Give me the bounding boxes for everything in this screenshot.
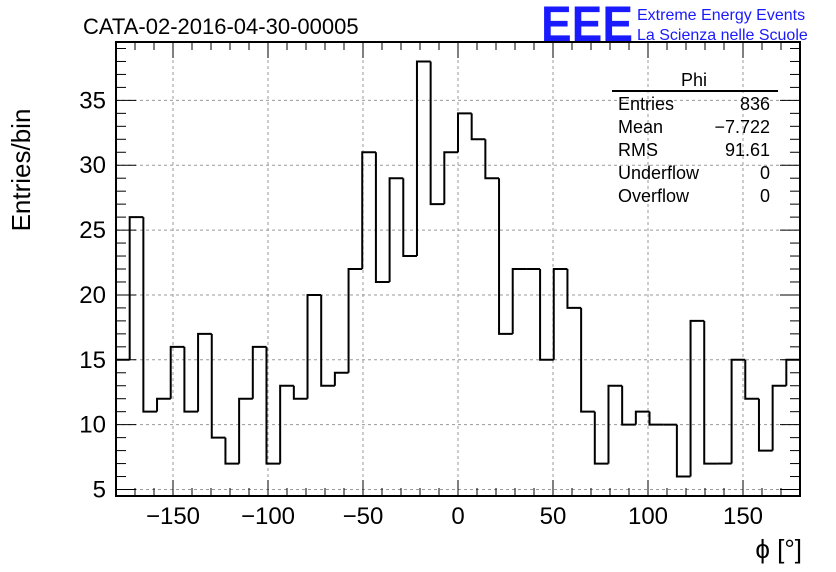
tick-label-layer: −150 −100 −50 0 50 100 150 5 10 15 20 25 30 35: [79, 87, 763, 530]
x-tick-label: 150: [723, 503, 763, 530]
eee-logo: EEE Extreme Energy Events La Scienza nel…: [541, 0, 808, 52]
histogram-bin: [169, 345, 185, 399]
y-tick-label: 30: [79, 152, 106, 179]
histogram-bin: [292, 385, 308, 400]
histogram-bin: [197, 332, 212, 412]
histogram-bin: [238, 397, 253, 464]
histogram-bin: [183, 346, 199, 413]
histogram-bin: [443, 151, 458, 205]
histogram-bin: [279, 384, 294, 464]
stats-title: Phi: [681, 70, 707, 90]
eee-logo-mark: EEE: [541, 0, 633, 52]
histogram-bin: [251, 345, 267, 399]
histogram-bin: [128, 216, 144, 360]
histogram-bin: [607, 384, 623, 464]
histogram-bin: [306, 293, 322, 399]
y-tick-label: 15: [79, 347, 106, 374]
histogram-bin: [224, 437, 240, 465]
y-tick-label: 10: [79, 412, 106, 439]
stats-value-entries: 836: [740, 94, 770, 114]
histogram-bin: [374, 152, 390, 283]
histogram-bin: [730, 358, 746, 464]
x-tick-label: 100: [628, 503, 668, 530]
histogram-bin: [566, 269, 582, 309]
histogram-bin: [210, 333, 226, 439]
x-tick-label: −100: [241, 503, 295, 530]
histogram-bin: [457, 112, 472, 153]
histogram-bin: [347, 268, 363, 373]
stats-box: Phi Entries 836 Mean −7.722 RMS 91.61 Un…: [612, 70, 778, 206]
stats-label-overflow: Overflow: [618, 186, 690, 206]
histogram-bin: [415, 60, 431, 257]
histogram-bin: [498, 178, 513, 335]
y-tick-label: 20: [79, 282, 106, 309]
x-tick-label: 0: [451, 503, 464, 530]
histogram-bin: [757, 398, 773, 452]
histogram-bin: [539, 269, 554, 361]
histogram-bin: [388, 177, 404, 282]
logo-line-2: La Scienza nelle Scuole: [637, 27, 808, 44]
histogram-bin: [675, 424, 691, 478]
stats-label-underflow: Underflow: [618, 163, 700, 183]
histogram-bin: [156, 397, 171, 412]
stats-label-mean: Mean: [618, 117, 663, 137]
histogram-bin: [402, 178, 417, 258]
histogram-bin: [511, 268, 527, 334]
grid-layer: [116, 42, 800, 496]
histogram-bin: [552, 268, 568, 360]
histogram-bin: [320, 294, 335, 387]
histogram-bin: [648, 411, 664, 426]
x-tick-label: −150: [146, 503, 200, 530]
histogram-bin: [333, 371, 349, 386]
y-axis-title: Entries/bin: [6, 109, 36, 232]
logo-line-1: Extreme Energy Events: [637, 7, 805, 24]
y-tick-label: 35: [79, 87, 106, 114]
stats-value-underflow: 0: [760, 163, 770, 183]
stats-value-overflow: 0: [760, 186, 770, 206]
histogram-bin: [744, 359, 759, 400]
chart-title: CATA-02-2016-04-30-00005: [83, 14, 359, 39]
x-axis-title: ϕ [°]: [755, 534, 802, 564]
histogram-bin: [703, 320, 718, 465]
stats-label-entries: Entries: [618, 94, 674, 114]
x-tick-label: 50: [540, 503, 567, 530]
histogram-bin: [771, 384, 787, 451]
histogram-bin: [115, 358, 130, 496]
stats-value-mean: −7.722: [714, 117, 770, 137]
histogram-bin: [142, 217, 158, 413]
histogram-bin: [621, 385, 636, 426]
y-tick-label: 25: [79, 217, 106, 244]
stats-value-rms: 91.61: [725, 140, 770, 160]
y-tick-label: 5: [93, 477, 106, 504]
histogram-bin: [265, 346, 281, 465]
histogram-bin: [689, 319, 705, 477]
tick-layer: [116, 42, 800, 496]
histogram-bin: [361, 151, 376, 269]
stats-label-rms: RMS: [618, 140, 658, 160]
histogram-bin: [634, 410, 650, 425]
histogram-bin: [580, 307, 595, 413]
x-tick-label: −50: [343, 503, 384, 530]
histogram-bin: [484, 139, 500, 180]
histogram-bin: [785, 358, 801, 496]
histogram-bin: [429, 61, 445, 206]
histogram-bin: [593, 411, 609, 465]
histogram-bin: [470, 113, 486, 141]
